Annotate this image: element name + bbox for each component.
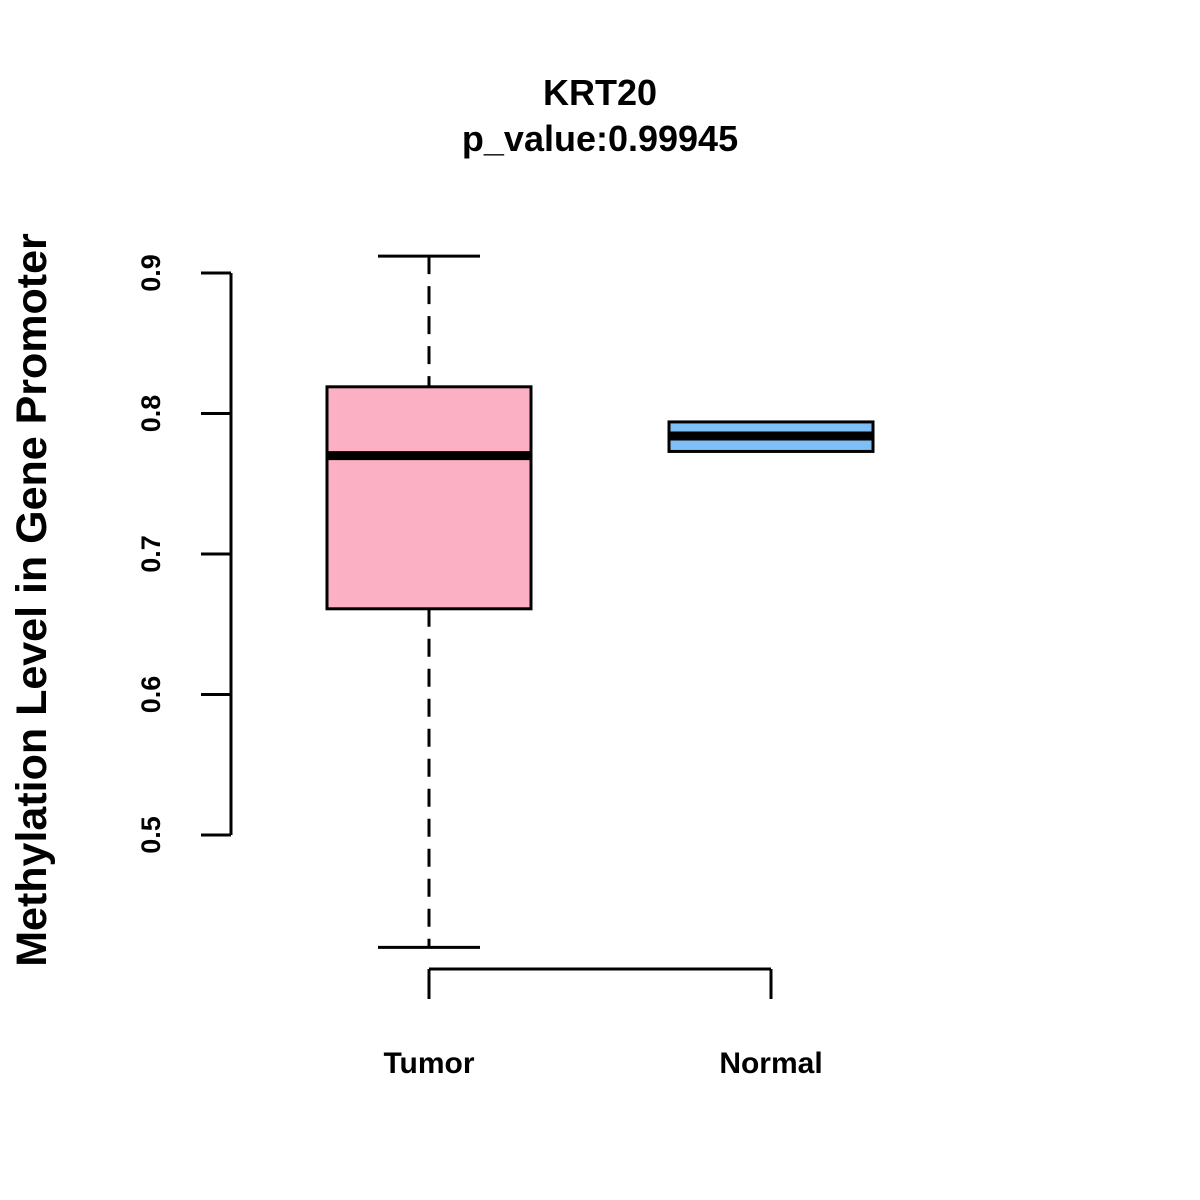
y-tick-label: 0.7	[136, 535, 166, 573]
x-tick-label: Normal	[719, 1047, 822, 1080]
x-axis: Tumor Normal	[383, 967, 823, 1080]
y-axis-label: Methylation Level in Gene Promoter	[8, 233, 56, 967]
y-tick-label: 0.5	[136, 816, 166, 854]
chart-subtitle: p_value:0.99945	[462, 118, 738, 159]
box-tumor	[325, 385, 533, 611]
y-tick-label: 0.8	[136, 395, 166, 433]
x-tick-label: Tumor	[383, 1047, 474, 1080]
chart-title: KRT20	[543, 72, 657, 113]
y-axis: 0.5 0.6 0.7 0.8 0.9	[136, 254, 233, 854]
y-tick-label: 0.9	[136, 254, 166, 292]
y-tick-label: 0.6	[136, 676, 166, 714]
box-group	[325, 254, 875, 949]
